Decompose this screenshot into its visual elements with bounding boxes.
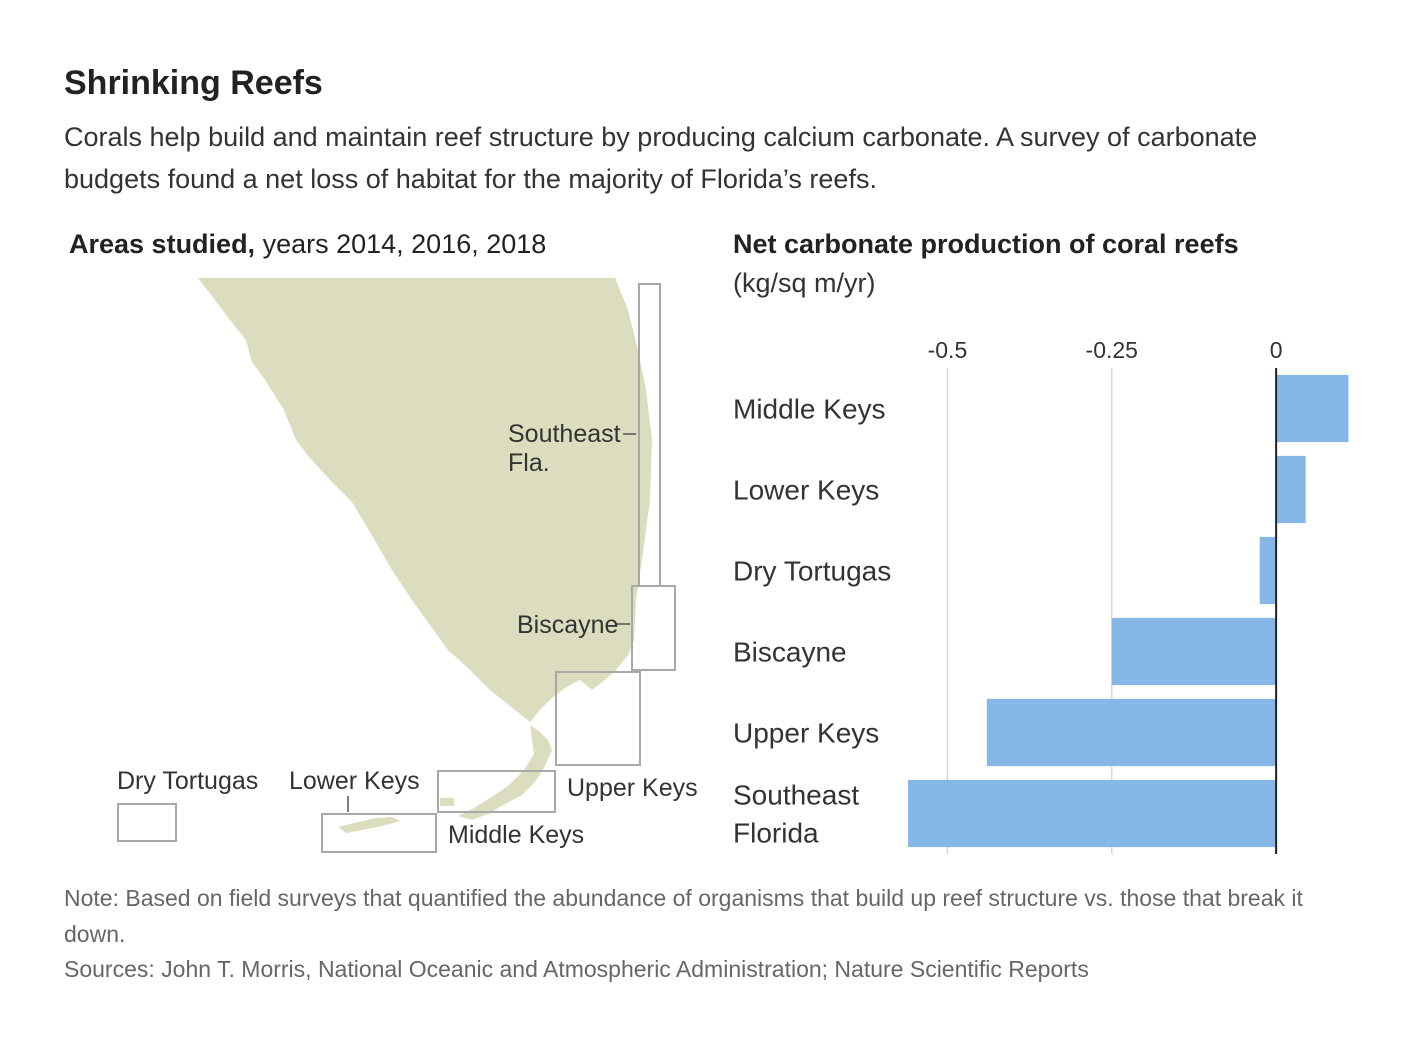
bar [986, 698, 1277, 767]
chart-unit: (kg/sq m/yr) [733, 268, 876, 298]
category-label: Biscayne [733, 637, 847, 668]
label-middle-keys: Middle Keys [448, 821, 584, 849]
category-label: Dry Tortugas [733, 556, 891, 587]
lower-keys-box [321, 813, 437, 853]
bar [1276, 455, 1306, 524]
chart-category-labels: Middle Keys Lower Keys Dry Tortugas Biscayn… [733, 394, 891, 849]
bar [908, 779, 1277, 848]
label-dry-tortugas: Dry Tortugas [117, 767, 258, 795]
chart-bars [908, 374, 1349, 848]
label-lower-keys: Lower Keys [289, 767, 420, 795]
label-upper-keys: Upper Keys [567, 774, 698, 802]
sources: Sources: John T. Morris, National Oceani… [64, 956, 1089, 982]
biscayne-box [631, 585, 676, 671]
middle-keys-box [437, 770, 556, 813]
category-label: Lower Keys [733, 475, 879, 506]
chart-tick-labels: -0.5 -0.25 0 [928, 337, 1283, 363]
category-label: Upper Keys [733, 718, 879, 749]
bar-chart: -0.5 -0.25 0 Middle Keys Lower Keys Dry Tort… [733, 337, 1349, 854]
map-heading-bold: Areas studied, [69, 229, 256, 259]
dry-tortugas-box [117, 803, 177, 842]
keys-islands [458, 725, 552, 820]
chart-grid [946, 368, 1113, 854]
x-tick-label: -0.25 [1086, 337, 1138, 363]
label-southeast-line1: Southeast [508, 420, 621, 448]
chart-heading: Net carbonate production of coral reefs [733, 229, 1239, 259]
florida-land [198, 278, 652, 722]
x-tick-label: -0.5 [928, 337, 968, 363]
lower-keys-islands [338, 817, 400, 833]
bar [1259, 536, 1277, 605]
category-label: Florida [733, 818, 819, 849]
bar [1111, 617, 1277, 686]
map-heading: Areas studied, years 2014, 2016, 2018 [69, 229, 546, 260]
bar [1276, 374, 1349, 443]
label-biscayne: Biscayne [517, 611, 618, 639]
x-tick-label: 0 [1270, 337, 1283, 363]
category-label: Southeast [733, 780, 859, 811]
map-heading-rest: years 2014, 2016, 2018 [255, 229, 547, 259]
chart-title: Shrinking Reefs [64, 64, 323, 102]
florida-map: Southeast Fla. Biscayne Upper Keys Middl… [117, 278, 698, 853]
label-southeast-line2: Fla. [508, 449, 550, 477]
upper-keys-box [555, 671, 641, 766]
chart-subtitle: Corals help build and maintain reef stru… [64, 122, 1258, 194]
dry-tortugas-island [440, 798, 454, 806]
category-label: Middle Keys [733, 394, 886, 425]
footnote: Note: Based on field surveys that quanti… [64, 885, 1303, 947]
